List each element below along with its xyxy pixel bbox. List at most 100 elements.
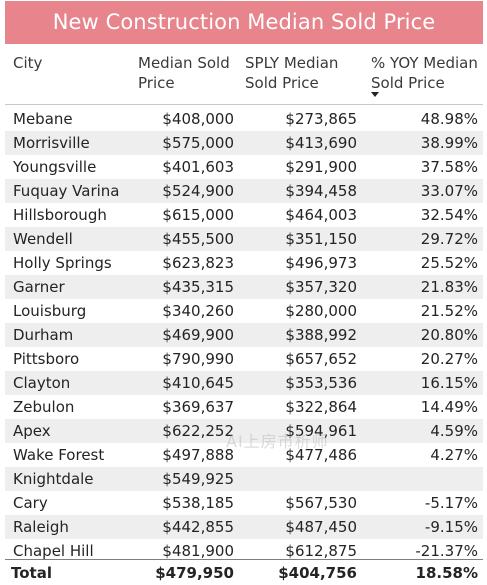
table-row[interactable]: Youngsville $401,603 $291,900 37.58%	[5, 155, 483, 179]
city-cell: Garner	[13, 278, 65, 296]
column-header-city-label: City	[13, 54, 43, 72]
column-header-yoy-line2: Sold Price	[371, 74, 445, 92]
city-cell: Durham	[13, 326, 74, 344]
median-cell: $615,000	[162, 206, 234, 224]
city-cell: Pittsboro	[13, 350, 80, 368]
city-cell: Youngsville	[13, 158, 97, 176]
median-cell: $469,900	[162, 326, 234, 344]
median-cell: $401,603	[162, 158, 234, 176]
sply-cell: $357,320	[285, 278, 357, 296]
table-title: New Construction Median Sold Price	[5, 1, 483, 44]
median-cell: $455,500	[162, 230, 234, 248]
median-cell: $549,925	[162, 470, 234, 488]
table-row[interactable]: Knightdale $549,925	[5, 467, 483, 491]
total-sply: $404,756	[278, 564, 357, 582]
city-cell: Fuquay Varina	[13, 182, 120, 200]
yoy-cell: 37.58%	[420, 158, 478, 176]
median-cell: $408,000	[162, 110, 234, 128]
column-header-city[interactable]: City	[13, 53, 133, 73]
table-row[interactable]: Cary $538,185 $567,530 -5.17%	[5, 491, 483, 515]
median-cell: $790,990	[162, 350, 234, 368]
sply-cell: $388,992	[285, 326, 357, 344]
table-header: City Median Sold Price SPLY Median Sold …	[5, 46, 483, 105]
sply-cell: $280,000	[285, 302, 357, 320]
total-label: Total	[11, 564, 52, 582]
sply-cell: $657,652	[285, 350, 357, 368]
sply-cell: $612,875	[285, 542, 357, 560]
median-cell: $524,900	[162, 182, 234, 200]
column-header-median-line2: Price	[138, 74, 175, 92]
yoy-cell: 21.52%	[420, 302, 478, 320]
yoy-cell: 38.99%	[420, 134, 478, 152]
table-row[interactable]: Raleigh $442,855 $487,450 -9.15%	[5, 515, 483, 539]
yoy-cell: -21.37%	[415, 542, 478, 560]
table-row[interactable]: Holly Springs $623,823 $496,973 25.52%	[5, 251, 483, 275]
yoy-cell: 29.72%	[420, 230, 478, 248]
city-cell: Clayton	[13, 374, 71, 392]
table-row[interactable]: Fuquay Varina $524,900 $394,458 33.07%	[5, 179, 483, 203]
table-row[interactable]: Morrisville $575,000 $413,690 38.99%	[5, 131, 483, 155]
city-cell: Knightdale	[13, 470, 94, 488]
table-row[interactable]: Wake Forest $497,888 $477,486 4.27%	[5, 443, 483, 467]
yoy-cell: -9.15%	[424, 518, 478, 536]
sply-cell: $273,865	[285, 110, 357, 128]
yoy-cell: 4.59%	[430, 422, 478, 440]
table-row[interactable]: Chapel Hill $481,900 $612,875 -21.37%	[5, 539, 483, 563]
sort-descending-icon[interactable]	[371, 92, 379, 97]
watermark: AI上房市析师	[226, 432, 329, 451]
column-header-sply-line2: Sold Price	[245, 74, 319, 92]
yoy-cell: 32.54%	[420, 206, 478, 224]
yoy-cell: 20.27%	[420, 350, 478, 368]
city-cell: Apex	[13, 422, 51, 440]
yoy-cell: 33.07%	[420, 182, 478, 200]
table-row[interactable]: Zebulon $369,637 $322,864 14.49%	[5, 395, 483, 419]
sply-cell: $496,973	[285, 254, 357, 272]
city-cell: Louisburg	[13, 302, 87, 320]
yoy-cell: 16.15%	[420, 374, 478, 392]
table-row[interactable]: Louisburg $340,260 $280,000 21.52%	[5, 299, 483, 323]
sply-cell: $464,003	[285, 206, 357, 224]
table-row[interactable]: Garner $435,315 $357,320 21.83%	[5, 275, 483, 299]
sply-cell: $413,690	[285, 134, 357, 152]
median-cell: $497,888	[162, 446, 234, 464]
median-cell: $340,260	[162, 302, 234, 320]
city-cell: Mebane	[13, 110, 73, 128]
sply-cell: $351,150	[285, 230, 357, 248]
median-cell: $575,000	[162, 134, 234, 152]
city-cell: Cary	[13, 494, 48, 512]
sply-cell: $394,458	[285, 182, 357, 200]
price-table: City Median Sold Price SPLY Median Sold …	[5, 46, 483, 563]
median-cell: $623,823	[162, 254, 234, 272]
city-cell: Morrisville	[13, 134, 90, 152]
column-header-sply-line1: SPLY Median	[245, 54, 339, 72]
yoy-cell: 14.49%	[420, 398, 478, 416]
table-row[interactable]: Hillsborough $615,000 $464,003 32.54%	[5, 203, 483, 227]
table-row[interactable]: Apex $622,252 $594,961 4.59%	[5, 419, 483, 443]
median-cell: $435,315	[162, 278, 234, 296]
table-row[interactable]: Clayton $410,645 $353,536 16.15%	[5, 371, 483, 395]
column-header-yoy-line1: % YOY Median	[371, 54, 478, 72]
median-cell: $442,855	[162, 518, 234, 536]
median-cell: $538,185	[162, 494, 234, 512]
column-header-sply-median-sold-price[interactable]: SPLY Median Sold Price	[245, 53, 350, 93]
table-row[interactable]: Wendell $455,500 $351,150 29.72%	[5, 227, 483, 251]
table-row[interactable]: Durham $469,900 $388,992 20.80%	[5, 323, 483, 347]
city-cell: Hillsborough	[13, 206, 107, 224]
city-cell: Raleigh	[13, 518, 69, 536]
table-row[interactable]: Mebane $408,000 $273,865 48.98%	[5, 107, 483, 131]
sply-cell: $594,961	[285, 422, 357, 440]
yoy-cell: 4.27%	[430, 446, 478, 464]
yoy-cell: 48.98%	[420, 110, 478, 128]
total-row: Total $479,950 $404,756 18.58%	[5, 559, 483, 585]
column-header-median-sold-price[interactable]: Median Sold Price	[138, 53, 238, 93]
table-row[interactable]: Pittsboro $790,990 $657,652 20.27%	[5, 347, 483, 371]
yoy-cell: 25.52%	[420, 254, 478, 272]
city-cell: Wendell	[13, 230, 73, 248]
city-cell: Wake Forest	[13, 446, 105, 464]
city-cell: Zebulon	[13, 398, 75, 416]
yoy-cell: -5.17%	[424, 494, 478, 512]
table-body: Mebane $408,000 $273,865 48.98% Morrisville $…	[5, 105, 483, 563]
column-header-yoy-median-sold-price[interactable]: % YOY Median Sold Price	[371, 53, 483, 93]
total-yoy: 18.58%	[415, 564, 478, 582]
column-header-median-line1: Median Sold	[138, 54, 230, 72]
